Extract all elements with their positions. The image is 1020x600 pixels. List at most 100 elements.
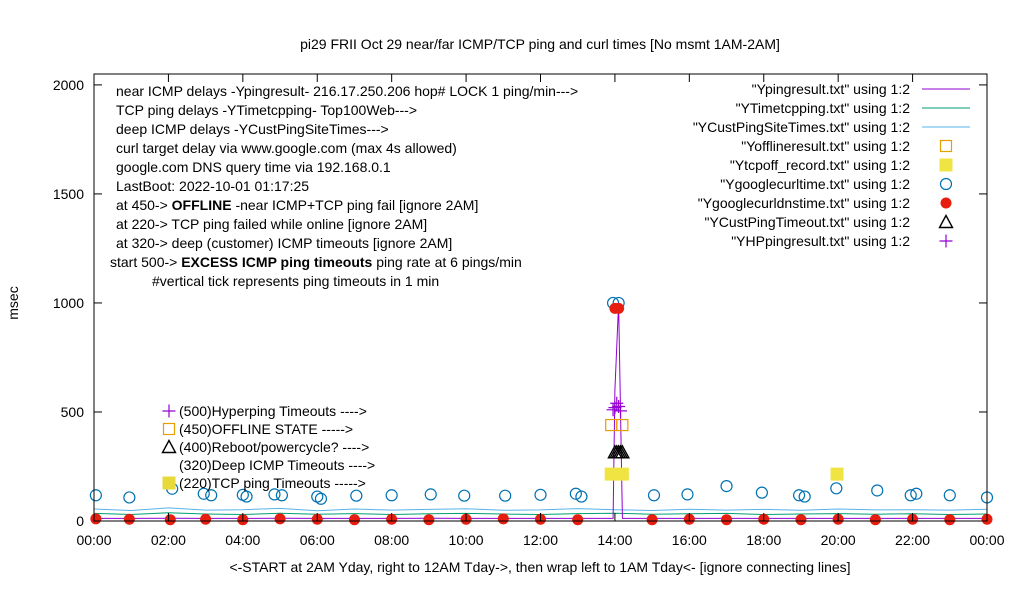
data-point	[646, 514, 658, 526]
inline-key-item: (400)Reboot/powercycle? ---->	[161, 439, 369, 455]
y-axis-label: msec	[5, 286, 21, 319]
data-point	[721, 514, 733, 526]
data-point	[910, 487, 923, 500]
x-tick-label: 18:00	[746, 532, 781, 548]
data-point	[348, 514, 360, 526]
series-5	[89, 296, 994, 505]
inline-key-marker	[161, 439, 177, 454]
data-point	[869, 514, 881, 526]
annotation-line: curl target delay via www.google.com (ma…	[116, 140, 457, 156]
status-line: at 220-> TCP ping failed while online [i…	[116, 216, 427, 232]
status-line-prefix: at 220-> TCP ping failed while online [i…	[116, 216, 427, 232]
x-tick-label: 14:00	[597, 532, 632, 548]
legend-item: "Ypingresult.txt" using 1:2	[752, 81, 970, 97]
annotation-line: near ICMP delays -Ypingresult- 216.17.25…	[116, 83, 578, 99]
data-point	[275, 489, 289, 502]
data-point	[792, 489, 806, 502]
x-tick-label: 00:00	[76, 532, 111, 548]
legend-item: "YHPpingresult.txt" using 1:2	[731, 233, 953, 249]
x-tick-label: 08:00	[374, 532, 409, 548]
status-line: at 450-> OFFLINE -near ICMP+TCP ping fai…	[116, 197, 478, 213]
series-6	[90, 302, 993, 526]
data-point	[610, 396, 624, 410]
legend-swatch	[939, 234, 953, 248]
legend-swatch	[939, 177, 953, 191]
data-point	[200, 513, 212, 525]
y-tick-label: 2000	[53, 77, 84, 93]
series-2	[93, 507, 988, 512]
data-point	[944, 514, 956, 526]
data-point	[904, 489, 917, 502]
inline-key-label: (500)Hyperping Timeouts ---->	[179, 403, 367, 419]
annotation-line: deep ICMP delays -YCustPingSiteTimes--->	[116, 121, 389, 137]
legend-item: "YCustPingSiteTimes.txt" using 1:2	[693, 119, 970, 135]
annotation-line: LastBoot: 2022-10-01 01:17:25	[116, 178, 309, 194]
legend-swatch	[939, 139, 953, 153]
inline-key-item: (500)Hyperping Timeouts ---->	[162, 403, 367, 419]
inline-key-item: (220)TCP ping Timeouts ----->	[162, 475, 366, 491]
data-point	[613, 302, 625, 314]
series-0	[94, 302, 987, 519]
data-point	[164, 514, 176, 526]
annotation-line: google.com DNS query time via 192.168.0.…	[116, 159, 391, 175]
inline-key-marker	[162, 476, 176, 490]
data-point	[90, 513, 102, 525]
y-tick-label: 1000	[53, 295, 84, 311]
legend-swatch	[939, 158, 953, 172]
legend-label: "YTimetcpping.txt" using 1:2	[736, 100, 911, 116]
x-tick-label: 00:00	[969, 532, 1004, 548]
inline-key-label: (220)TCP ping Timeouts ----->	[179, 475, 366, 491]
status-line-bold: EXCESS ICMP ping timeouts	[177, 254, 376, 270]
legend-label: "YHPpingresult.txt" using 1:2	[731, 233, 910, 249]
legend-item: "YCustPingTimeout.txt" using 1:2	[704, 214, 954, 230]
y-tick-label: 0	[76, 513, 84, 529]
data-point	[458, 489, 471, 502]
x-tick-label: 02:00	[151, 532, 186, 548]
data-point	[605, 418, 618, 432]
y-tick-label: 500	[61, 404, 85, 420]
legend-item: "Ytcpoff_record.txt" using 1:2	[730, 157, 953, 173]
data-point	[268, 488, 281, 501]
data-point	[616, 418, 629, 432]
legend-item: "Ygooglecurltime.txt" using 1:2	[720, 176, 953, 192]
data-point	[943, 489, 956, 502]
legend-label: "Ytcpoff_record.txt" using 1:2	[730, 157, 910, 173]
inline-key-label: (450)OFFLINE STATE ----->	[179, 421, 353, 437]
data-point	[604, 467, 618, 481]
data-point	[499, 489, 512, 502]
data-point	[871, 484, 884, 497]
data-point	[350, 489, 363, 502]
x-tick-label: 10:00	[449, 532, 484, 548]
legend-label: "Ygooglecurltime.txt" using 1:2	[720, 176, 910, 192]
data-point	[123, 491, 136, 504]
data-point	[274, 513, 286, 525]
data-point	[89, 489, 102, 502]
inline-key-item: (450)OFFLINE STATE ----->	[162, 421, 353, 437]
x-tick-label: 22:00	[895, 532, 930, 548]
x-tick-label: 20:00	[821, 532, 856, 548]
inline-key-item: (320)Deep ICMP Timeouts ---->	[179, 457, 375, 473]
status-line-prefix: at 450->	[116, 197, 168, 213]
inline-key-label: (320)Deep ICMP Timeouts ---->	[179, 457, 375, 473]
data-point	[205, 489, 218, 502]
x-tick-label: 04:00	[225, 532, 260, 548]
data-point	[795, 514, 807, 526]
inline-key-marker	[162, 422, 176, 436]
data-point	[197, 487, 210, 500]
inline-key-label: (400)Reboot/powercycle? ---->	[179, 439, 369, 455]
legend-swatch	[938, 214, 954, 229]
x-tick-label: 06:00	[300, 532, 335, 548]
series-line	[93, 507, 988, 512]
inline-key-marker	[162, 404, 176, 418]
legend-item: "Yofflineresult.txt" using 1:2	[741, 138, 953, 154]
chart-title: pi29 FRII Oct 29 near/far ICMP/TCP ping …	[300, 36, 780, 52]
data-point	[798, 490, 811, 503]
data-point	[497, 513, 509, 525]
x-tick-label: 12:00	[523, 532, 558, 548]
y-tick-label: 1500	[53, 186, 84, 202]
x-axis-label: <-START at 2AM Yday, right to 12AM Tday-…	[229, 559, 850, 575]
status-line-rest: ping rate at 6 pings/min	[376, 254, 522, 270]
data-point	[830, 482, 843, 495]
status-line: at 320-> deep (customer) ICMP timeouts […	[116, 235, 452, 251]
